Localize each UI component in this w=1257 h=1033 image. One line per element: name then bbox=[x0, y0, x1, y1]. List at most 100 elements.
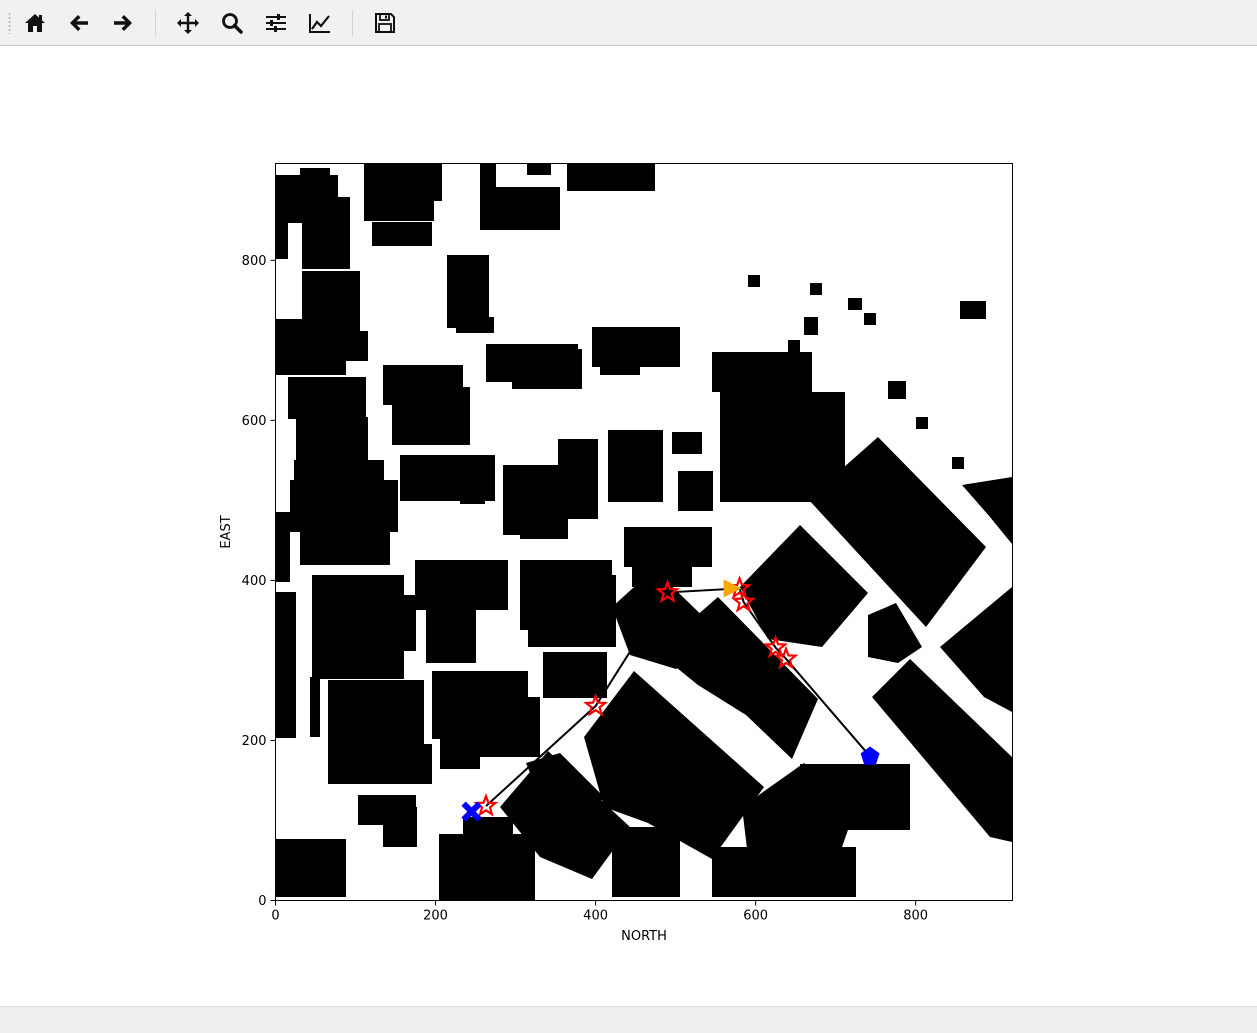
obstacle-block bbox=[463, 817, 513, 835]
sliders-icon bbox=[266, 14, 286, 32]
obstacle-block bbox=[736, 457, 786, 501]
obstacle-block bbox=[320, 405, 360, 445]
x-axis-ticks: 0 200 400 600 800 bbox=[271, 900, 928, 924]
arrow-left-icon bbox=[70, 15, 88, 31]
current-position-marker bbox=[723, 579, 742, 598]
obstacle-block bbox=[302, 197, 350, 269]
floppy-disk-icon bbox=[375, 13, 395, 33]
obstacle-block bbox=[392, 387, 470, 445]
obstacle-block bbox=[300, 168, 330, 180]
axes-frame bbox=[275, 163, 1013, 901]
obstacle-block bbox=[612, 827, 680, 897]
obstacle-block bbox=[439, 834, 535, 900]
status-bar bbox=[0, 1006, 1257, 1033]
obstacle-block bbox=[864, 313, 876, 325]
obstacle-block bbox=[300, 517, 390, 565]
obstacle-block bbox=[740, 525, 868, 647]
obstacle-block bbox=[810, 283, 822, 295]
waypoint-star-marker bbox=[773, 645, 799, 670]
obstacle-block bbox=[888, 381, 906, 399]
obstacle-block bbox=[300, 847, 334, 859]
y-tick-label: 0 bbox=[258, 894, 266, 909]
y-tick-label: 400 bbox=[242, 574, 267, 589]
obstacle-block bbox=[808, 437, 986, 627]
y-tick-label: 600 bbox=[242, 414, 267, 429]
move-icon bbox=[177, 12, 199, 34]
save-button[interactable] bbox=[369, 7, 401, 39]
x-tick-label: 0 bbox=[271, 909, 279, 924]
obstacle-block bbox=[447, 255, 489, 328]
configure-subplots-button[interactable] bbox=[260, 7, 292, 39]
obstacle-block bbox=[868, 603, 922, 663]
y-axis-ticks: 0 200 400 600 800 bbox=[242, 254, 276, 909]
path-overlay bbox=[461, 575, 880, 822]
obstacle-block bbox=[952, 457, 964, 469]
obstacle-block bbox=[520, 519, 568, 539]
obstacle-block bbox=[426, 597, 476, 663]
obstacle-block bbox=[338, 744, 432, 784]
edit-axis-button[interactable] bbox=[304, 7, 336, 39]
obstacle-block bbox=[276, 512, 290, 582]
obstacle-block bbox=[678, 471, 713, 511]
obstacle-block bbox=[543, 652, 607, 698]
obstacle-block bbox=[872, 659, 1012, 842]
obstacle-map bbox=[276, 163, 1012, 900]
line-chart-icon bbox=[309, 14, 330, 33]
obstacle-block bbox=[528, 575, 616, 647]
zoom-button[interactable] bbox=[216, 7, 248, 39]
home-icon bbox=[25, 14, 45, 32]
obstacle-block bbox=[400, 163, 442, 201]
home-button[interactable] bbox=[19, 7, 51, 39]
goal-marker bbox=[860, 746, 880, 765]
obstacle-block bbox=[600, 363, 640, 375]
obstacle-block bbox=[526, 753, 604, 827]
toolbar-grip[interactable] bbox=[8, 12, 11, 34]
obstacle-block bbox=[372, 222, 432, 246]
x-axis-label: NORTH bbox=[621, 929, 667, 944]
obstacle-block bbox=[960, 301, 986, 319]
obstacle-block bbox=[672, 432, 702, 454]
obstacle-block bbox=[916, 417, 928, 429]
obstacle-block bbox=[748, 275, 760, 287]
y-tick-label: 200 bbox=[242, 734, 267, 749]
obstacle-block bbox=[558, 439, 598, 519]
obstacle-block bbox=[804, 317, 818, 335]
back-button[interactable] bbox=[63, 7, 95, 39]
obstacle-block bbox=[848, 298, 862, 310]
obstacle-block bbox=[310, 677, 320, 737]
waypoint-star-marker bbox=[583, 692, 609, 717]
toolbar-separator bbox=[155, 10, 156, 36]
obstacle-block bbox=[592, 327, 680, 367]
waypoint-star-marker bbox=[763, 634, 789, 659]
obstacle-block bbox=[608, 430, 663, 502]
obstacle-block bbox=[512, 349, 582, 389]
obstacle-block bbox=[440, 707, 480, 769]
obstacle-block bbox=[312, 331, 368, 361]
obstacle-block bbox=[742, 763, 856, 897]
obstacle-block bbox=[656, 597, 818, 759]
toolbar-separator bbox=[352, 10, 353, 36]
magnifier-icon bbox=[222, 13, 243, 34]
waypoint-star-marker bbox=[655, 579, 681, 604]
start-marker bbox=[461, 801, 482, 822]
pan-button[interactable] bbox=[172, 7, 204, 39]
x-tick-label: 400 bbox=[583, 909, 608, 924]
obstacle-block bbox=[312, 575, 404, 679]
toolbar bbox=[0, 0, 1257, 46]
obstacle-block bbox=[383, 807, 417, 847]
obstacle-block bbox=[480, 697, 540, 757]
arrow-right-icon bbox=[114, 15, 132, 31]
x-tick-label: 600 bbox=[743, 909, 768, 924]
obstacle-block bbox=[962, 477, 1012, 544]
obstacle-block bbox=[788, 340, 800, 352]
x-tick-label: 200 bbox=[423, 909, 448, 924]
y-axis-label: EAST bbox=[219, 515, 234, 548]
obstacle-block bbox=[276, 592, 296, 738]
forward-button[interactable] bbox=[107, 7, 139, 39]
plot-figure[interactable]: 0 200 400 600 800 0 200 400 600 800 NORTH EAST bbox=[0, 47, 1257, 1005]
obstacle-block bbox=[480, 187, 560, 230]
obstacle-block bbox=[276, 205, 288, 259]
x-tick-label: 800 bbox=[903, 909, 928, 924]
obstacle-block bbox=[567, 163, 655, 191]
obstacle-block bbox=[940, 587, 1012, 712]
